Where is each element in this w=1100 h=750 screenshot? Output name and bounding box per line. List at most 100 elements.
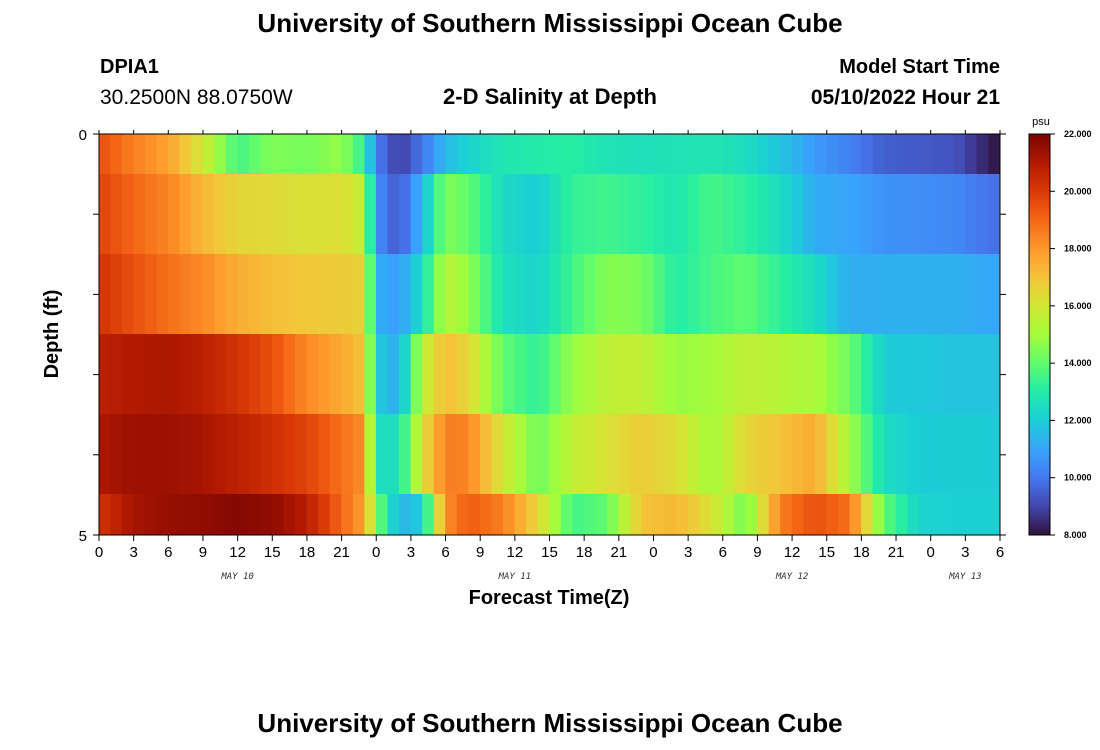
heatmap-cell: [306, 494, 319, 535]
heatmap-cell: [988, 414, 1001, 494]
heatmap-cell: [757, 334, 770, 414]
y-tick-label: 5: [79, 528, 87, 545]
heatmap-cell: [352, 254, 365, 334]
heatmap-cell: [98, 494, 111, 535]
heatmap-cell: [260, 334, 273, 414]
heatmap-cell: [780, 494, 793, 535]
heatmap-cell: [410, 174, 423, 254]
heatmap-cell: [318, 134, 331, 174]
heatmap-cell: [422, 494, 435, 535]
salinity-chart: 0 3 6 9 12 15 18 21 0 3 6 9 12 15 18 21 0 3 6 9 12 15 18 21 0 3 6 M…: [41, 116, 1092, 609]
heatmap-cell: [560, 254, 573, 334]
heatmap-cell: [872, 414, 885, 494]
heatmap-cell: [156, 254, 169, 334]
heatmap-cell: [387, 174, 400, 254]
heatmap-cell: [133, 174, 146, 254]
colorbar-unit: psu: [1032, 116, 1050, 128]
heatmap-cell: [861, 254, 874, 334]
heatmap-cell: [583, 334, 597, 414]
heatmap-cell: [699, 134, 712, 174]
heatmap-cell: [341, 254, 354, 334]
heatmap-cell: [318, 334, 331, 414]
heatmap-cell: [422, 414, 435, 494]
heatmap-cell: [271, 334, 285, 414]
heatmap-cell: [699, 494, 712, 535]
model-start-value: 05/10/2022 Hour 21: [810, 86, 1000, 109]
heatmap-cell: [295, 134, 308, 174]
heatmap-cell: [965, 254, 978, 334]
heatmap-cell: [306, 334, 319, 414]
heatmap-cell: [456, 174, 469, 254]
heatmap-cell: [526, 414, 539, 494]
day-label: MAY 12: [775, 572, 809, 582]
heatmap-cell: [676, 494, 689, 535]
heatmap-cell: [664, 254, 677, 334]
heatmap-cell: [837, 254, 851, 334]
heatmap-cell: [664, 334, 677, 414]
heatmap-cell: [653, 254, 666, 334]
heatmap-cell: [237, 254, 250, 334]
x-tick-label: 6: [719, 544, 727, 561]
heatmap-cell: [225, 494, 238, 535]
heatmap-cell: [537, 254, 550, 334]
heatmap-cell: [352, 134, 365, 174]
heatmap-cell: [837, 494, 851, 535]
heatmap-cell: [364, 254, 377, 334]
heatmap-cell: [283, 134, 296, 174]
heatmap-cell: [110, 174, 123, 254]
colorbar-tick-label: 10.000: [1064, 473, 1092, 483]
day-label: MAY 13: [948, 572, 982, 582]
heatmap-cell: [699, 334, 712, 414]
heatmap-cell: [479, 494, 493, 535]
heatmap-cell: [676, 134, 689, 174]
heatmap-cell: [410, 334, 423, 414]
heatmap-cell: [572, 174, 585, 254]
heatmap-cell: [606, 414, 620, 494]
heatmap-cell: [98, 334, 111, 414]
heatmap-cell: [849, 334, 862, 414]
heatmap-cell: [399, 174, 412, 254]
heatmap-cell: [225, 334, 238, 414]
heatmap-cell: [930, 334, 943, 414]
heatmap-cell: [653, 494, 666, 535]
heatmap-cell: [872, 174, 885, 254]
x-tick-label: 12: [784, 544, 801, 561]
heatmap-cell: [168, 494, 181, 535]
heatmap-cell: [479, 174, 493, 254]
heatmap-cell: [168, 334, 181, 414]
heatmap-cell: [375, 134, 389, 174]
heatmap-cell: [514, 494, 527, 535]
heatmap-cell: [930, 134, 943, 174]
heatmap-cell: [422, 174, 435, 254]
heatmap-cell: [468, 334, 481, 414]
heatmap-cell: [329, 494, 342, 535]
heatmap-cell: [861, 334, 874, 414]
heatmap-cell: [491, 414, 504, 494]
heatmap-cell: [595, 414, 608, 494]
heatmap-cell: [260, 494, 273, 535]
heatmap-cell: [630, 334, 643, 414]
heatmap-cell: [826, 174, 839, 254]
heatmap-cell: [965, 494, 978, 535]
heatmap-cell: [144, 174, 158, 254]
heatmap-cell: [271, 494, 285, 535]
heatmap-cell: [630, 414, 643, 494]
heatmap-cell: [965, 334, 978, 414]
heatmap-cell: [814, 174, 828, 254]
heatmap-cell: [537, 174, 550, 254]
heatmap-cell: [410, 134, 423, 174]
heatmap-cell: [318, 494, 331, 535]
heatmap-cell: [687, 414, 700, 494]
heatmap-cell: [780, 334, 793, 414]
chart-subtitle: 2-D Salinity at Depth: [443, 84, 657, 109]
heatmap-cell: [144, 334, 158, 414]
heatmap-cell: [849, 174, 862, 254]
heatmap-cell: [237, 174, 250, 254]
heatmap-cell: [560, 494, 573, 535]
heatmap-cell: [156, 414, 169, 494]
heatmap-cell: [826, 414, 839, 494]
heatmap-cell: [491, 494, 504, 535]
heatmap-cell: [364, 334, 377, 414]
heatmap-cell: [826, 494, 839, 535]
heatmap-cell: [144, 134, 158, 174]
